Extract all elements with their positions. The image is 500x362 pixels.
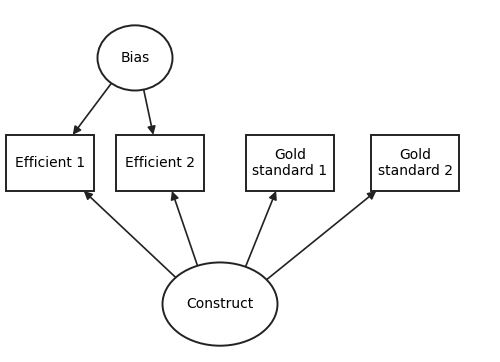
Ellipse shape — [162, 262, 278, 346]
Text: Construct: Construct — [186, 297, 254, 311]
Ellipse shape — [98, 25, 172, 90]
FancyBboxPatch shape — [116, 135, 204, 191]
FancyBboxPatch shape — [371, 135, 459, 191]
Text: Gold
standard 1: Gold standard 1 — [252, 148, 328, 178]
Text: Gold
standard 2: Gold standard 2 — [378, 148, 452, 178]
Text: Efficient 1: Efficient 1 — [15, 156, 85, 170]
Text: Bias: Bias — [120, 51, 150, 65]
FancyBboxPatch shape — [246, 135, 334, 191]
FancyBboxPatch shape — [6, 135, 94, 191]
Text: Efficient 2: Efficient 2 — [125, 156, 195, 170]
